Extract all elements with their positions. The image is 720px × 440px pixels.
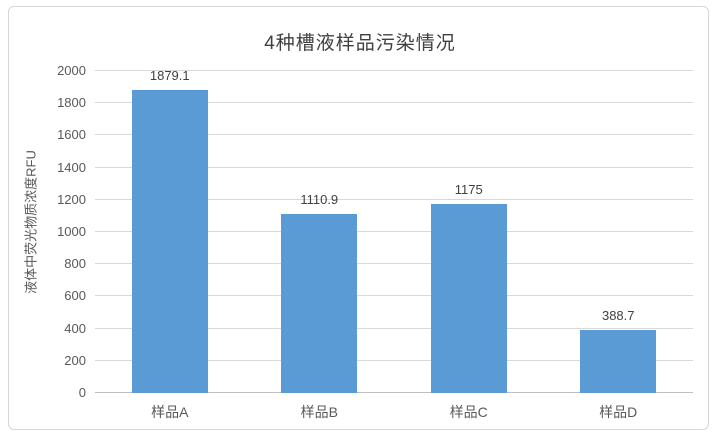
bar-slot: 1879.1 [95,68,245,393]
y-axis-tick-labels: 0 200 400 600 800 1000 1200 1400 1600 1800 2000 [0,63,86,400]
x-category-label: 样品B [300,404,338,420]
y-tick-label: 1400 [57,159,86,175]
gridline [95,70,693,71]
plot-area: 1879.1 1110.9 1175 388.7 [95,68,694,393]
bar [131,90,208,393]
bar-value-label: 1879.1 [149,68,190,84]
x-axis-line [95,392,693,393]
bar [430,203,507,393]
bar [281,214,358,393]
y-tick-label: 800 [64,256,86,272]
bar-slot: 388.7 [544,71,694,393]
x-category-label: 样品D [599,404,638,420]
y-tick-label: 1800 [57,95,86,111]
gridline [95,327,693,329]
gridline [95,166,693,168]
x-category-label: 样品C [449,404,488,420]
y-tick-label: 1000 [57,224,86,239]
gridline [95,134,693,136]
y-tick-label: 1600 [57,127,86,143]
bar-value-label: 1175 [454,181,483,197]
bar-slot: 1175 [394,71,544,393]
y-tick-label: 0 [78,385,86,400]
gridline [95,263,693,265]
chart-title: 4种槽液样品污染情况 [264,33,456,54]
bar [580,330,657,393]
bar-slot: 1110.9 [245,71,395,393]
y-tick-label: 200 [64,352,86,368]
y-tick-label: 2000 [57,63,86,78]
gridline [95,359,693,361]
gridline [95,198,693,200]
y-tick-label: 1200 [57,191,86,207]
y-tick-label: 600 [64,288,86,304]
x-category-label: 样品A [151,404,189,420]
gridline [95,102,693,104]
x-axis-category-labels: 样品A 样品B 样品C 样品D [95,402,693,422]
bar-value-label: 388.7 [601,308,635,324]
gridline [95,231,693,232]
bar-value-label: 1110.9 [300,192,339,208]
gridline [95,295,693,297]
y-tick-label: 400 [64,320,86,336]
